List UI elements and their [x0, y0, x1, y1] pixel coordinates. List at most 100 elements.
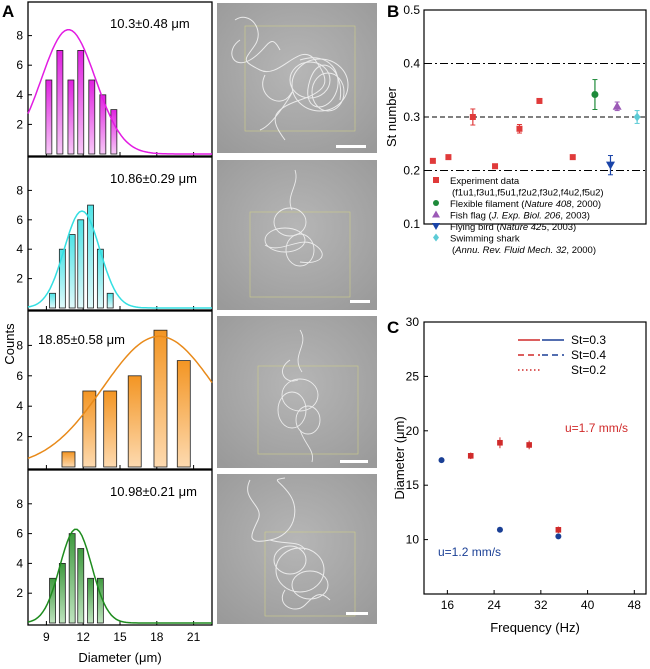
legend-text: Flexible filament (	[450, 199, 525, 210]
x-tick-label: 16	[441, 598, 455, 612]
legend-year: , 2000)	[571, 199, 601, 210]
legend-text: Fish flag (	[450, 211, 493, 222]
legend-text: Experiment data	[450, 176, 520, 187]
histogram-bar	[77, 219, 85, 309]
histogram-bar	[103, 390, 118, 468]
legend-label: St=0.4	[571, 348, 606, 362]
legend-ref: J. Exp. Biol. 206	[491, 211, 561, 222]
diamond-marker	[433, 233, 439, 242]
y-tick-label: 20	[406, 424, 420, 438]
histogram-bar	[67, 79, 75, 155]
legend-entry: Fish flag (J. Exp. Biol. 206, 2003)	[450, 211, 590, 222]
y-tick-label: 2	[16, 272, 23, 286]
histogram-3: 2 4 6 8 18.85±0.58 μm	[16, 310, 213, 470]
y-tick-label: 6	[16, 527, 23, 541]
square-marker	[569, 154, 576, 161]
series-flexible-filament	[591, 79, 599, 111]
square-marker	[445, 154, 452, 161]
data-point-square	[497, 439, 503, 446]
legend-entry: (f1u1,f3u1,f5u1,f2u2,f3u2,f4u2,f5u2)	[452, 188, 604, 199]
histogram-bar	[82, 390, 97, 468]
x-tick-label: 15	[113, 630, 127, 644]
y-tick-label: 0.4	[403, 57, 420, 71]
y-tick-label: 8	[16, 183, 23, 197]
mean-annotation: 18.85±0.58 μm	[38, 332, 125, 347]
histogram-bar	[153, 329, 168, 468]
x-tick-label: 18	[150, 630, 164, 644]
y-tick-label: 8	[16, 29, 23, 43]
triangle-down-marker	[432, 223, 440, 230]
scale-bar-2	[350, 300, 370, 303]
legend-entry: Flexible filament (Nature 408, 2000)	[450, 199, 601, 210]
series-fish-flag	[612, 101, 622, 112]
histogram-bar	[58, 563, 66, 624]
histogram-bar	[87, 204, 94, 309]
y-tick-label: 0.1	[403, 217, 420, 231]
y-axis-label: St number	[384, 86, 399, 147]
legend-text: Swimming shark	[450, 234, 520, 245]
square-marker	[492, 163, 499, 170]
circle-marker	[433, 200, 439, 206]
histogram-1: 2 4 6 8 10.3±0.48 μm	[16, 1, 213, 157]
velocity-annotation-red: u=1.7 mm/s	[565, 421, 628, 435]
panel-label-a: A	[2, 2, 14, 21]
legend-ref: Nature 408	[524, 199, 572, 210]
square-marker	[433, 177, 439, 183]
y-tick-label: 6	[16, 213, 23, 227]
data-point-circle	[438, 457, 445, 464]
legend-text: (f1u1,f3u1,f5u1,f2u2,f3u2,f4u2,f5u2)	[452, 188, 604, 199]
y-tick-label: 2	[16, 586, 23, 600]
micrograph-4	[217, 474, 377, 624]
y-tick-label: 4	[16, 242, 23, 256]
panel-c-diameter-frequency-plot: 10 15 20 25 30 16 24 32 40 48 Frequency (Hz) Diamet…	[392, 315, 647, 635]
data-point-circle	[496, 526, 503, 533]
y-tick-label: 25	[406, 369, 420, 383]
x-axis-label: Frequency (Hz)	[490, 620, 580, 635]
micrograph-2	[217, 160, 377, 310]
y-tick-label: 2	[16, 117, 23, 131]
data-point-square	[526, 442, 532, 448]
data-point-square	[467, 453, 474, 459]
diamond-marker	[633, 112, 641, 122]
gaussian-fit-curve	[27, 210, 212, 309]
data-point-square	[555, 527, 562, 533]
legend-year: , 2000)	[566, 245, 596, 256]
x-tick-label: 48	[628, 598, 642, 612]
legend: Experiment data(f1u1,f3u1,f5u1,f2u2,f3u2…	[432, 176, 604, 256]
histogram-bar	[99, 94, 107, 155]
y-tick-label: 15	[406, 478, 420, 492]
histogram-bar	[127, 375, 142, 468]
y-tick-label: 0.5	[403, 3, 420, 17]
y-tick-label: 8	[16, 497, 23, 511]
legend-entry: (Annu. Rev. Fluid Mech. 32, 2000)	[452, 245, 596, 256]
histogram-bar	[49, 292, 56, 309]
x-axis-label: Diameter (μm)	[78, 650, 161, 665]
scale-bar-4	[346, 612, 368, 615]
gaussian-fit-curve	[27, 528, 212, 624]
triangle-down-marker	[605, 161, 615, 170]
scale-bar-1	[336, 145, 366, 148]
square-marker	[429, 157, 436, 164]
square-marker	[469, 114, 476, 120]
y-tick-label: 0.3	[403, 110, 420, 124]
series-flying-bird	[605, 155, 615, 176]
legend: St=0.3St=0.4St=0.2	[518, 333, 606, 377]
histogram-4: 2 4 6 8 10.98±0.21 μm	[16, 469, 213, 626]
x-tick-label: 12	[77, 630, 91, 644]
series-experiment-data	[429, 97, 576, 170]
histogram-bar	[176, 360, 191, 468]
gaussian-fit-curve	[27, 335, 213, 459]
mean-annotation: 10.3±0.48 μm	[110, 16, 190, 31]
y-tick-label: 4	[16, 556, 23, 570]
y-tick-label: 10	[406, 533, 420, 547]
legend-entry: Swimming shark	[450, 234, 520, 245]
mean-annotation: 10.86±0.29 μm	[110, 171, 197, 186]
microscope-images	[217, 3, 377, 624]
legend-year: , 2003)	[560, 211, 590, 222]
triangle-up-marker	[432, 210, 440, 218]
histogram-2: 2 4 6 8 10.86±0.29 μm	[16, 156, 213, 311]
legend-entry: Experiment data	[450, 176, 520, 187]
x-tick-label: 32	[534, 598, 548, 612]
